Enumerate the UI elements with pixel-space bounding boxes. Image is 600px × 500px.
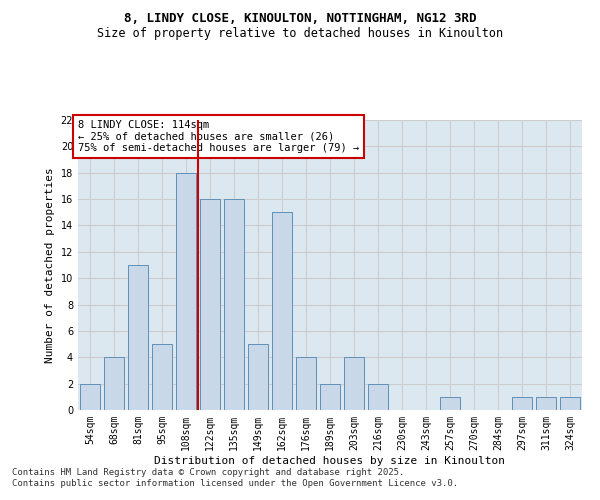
Text: 8, LINDY CLOSE, KINOULTON, NOTTINGHAM, NG12 3RD: 8, LINDY CLOSE, KINOULTON, NOTTINGHAM, N… [124, 12, 476, 26]
Bar [200, 199, 220, 410]
Bar [104, 358, 124, 410]
Bar [272, 212, 292, 410]
Bar [152, 344, 172, 410]
X-axis label: Distribution of detached houses by size in Kinoulton: Distribution of detached houses by size … [155, 456, 505, 466]
Bar [296, 358, 316, 410]
Bar [248, 344, 268, 410]
Bar [176, 172, 196, 410]
Bar [440, 397, 460, 410]
Bar [344, 358, 364, 410]
Bar [512, 397, 532, 410]
Bar [368, 384, 388, 410]
Bar [128, 265, 148, 410]
Text: Size of property relative to detached houses in Kinoulton: Size of property relative to detached ho… [97, 28, 503, 40]
Bar [320, 384, 340, 410]
Text: Contains HM Land Registry data © Crown copyright and database right 2025.
Contai: Contains HM Land Registry data © Crown c… [12, 468, 458, 487]
Bar [80, 384, 100, 410]
Text: 8 LINDY CLOSE: 114sqm
← 25% of detached houses are smaller (26)
75% of semi-deta: 8 LINDY CLOSE: 114sqm ← 25% of detached … [78, 120, 359, 153]
Y-axis label: Number of detached properties: Number of detached properties [45, 167, 55, 363]
Bar [560, 397, 580, 410]
Bar [536, 397, 556, 410]
Bar [224, 199, 244, 410]
